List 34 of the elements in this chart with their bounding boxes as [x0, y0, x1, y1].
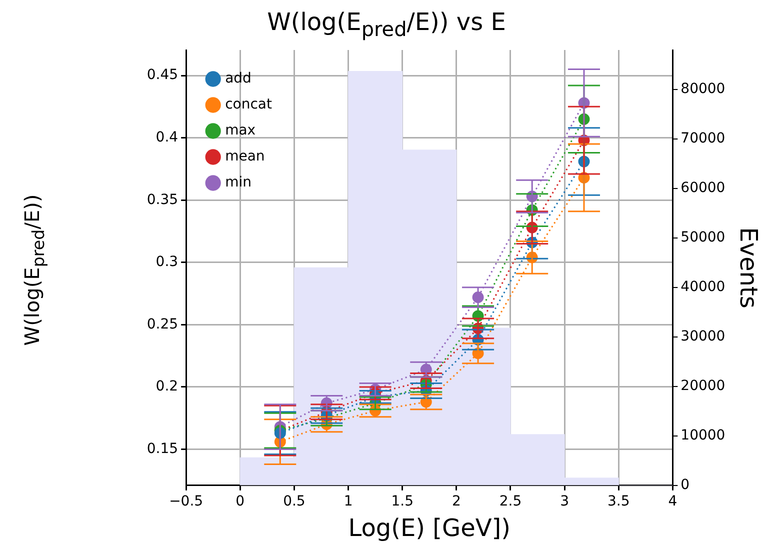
y-tick-label: 0.25	[146, 316, 178, 332]
legend-label: add	[225, 70, 252, 87]
y-tick-label: 0.3	[156, 254, 178, 270]
y2-axis-title: Events	[734, 227, 762, 308]
x-tick-label: −0.5	[169, 493, 204, 510]
x-tick-label: 0.5	[283, 493, 306, 510]
y2-tick-label: 60000	[680, 180, 726, 196]
y2-tick-label: 0	[680, 477, 690, 494]
y2-tick-label: 10000	[680, 428, 726, 444]
x-tick-label: 1	[344, 493, 353, 510]
y-tick-label: 0.15	[146, 440, 178, 457]
y-tick-label: 0.2	[156, 378, 178, 395]
y-tick-label: 0.45	[146, 67, 178, 84]
x-tick-label: 3	[560, 493, 569, 510]
x-tick-label: 2	[452, 493, 461, 510]
legend-label: concat	[225, 96, 272, 113]
x-axis-title: Log(E) [GeV])	[348, 514, 510, 542]
y2-tick-label: 40000	[680, 279, 726, 296]
chart-title: W(log(E$_{pred}$/E)) vs E	[266, 8, 507, 41]
x-tick-label: 0	[236, 493, 245, 510]
x-tick-label: 3.5	[607, 493, 630, 510]
legend-label: mean	[225, 148, 265, 165]
y2-tick-label: 70000	[680, 130, 726, 147]
y2-tick-label: 80000	[680, 81, 726, 98]
y-tick-label: 0.35	[146, 192, 178, 208]
x-tick-label: 2.5	[499, 493, 522, 510]
legend-label: min	[225, 174, 252, 191]
legend-label: max	[225, 122, 256, 139]
y2-tick-label: 30000	[680, 328, 726, 345]
x-tick-label: 4	[668, 493, 678, 510]
y2-tick-label: 20000	[680, 378, 726, 394]
y-tick-label: 0.4	[156, 129, 178, 146]
y2-tick-label: 50000	[680, 230, 726, 246]
x-tick-label: 1.5	[391, 493, 414, 510]
